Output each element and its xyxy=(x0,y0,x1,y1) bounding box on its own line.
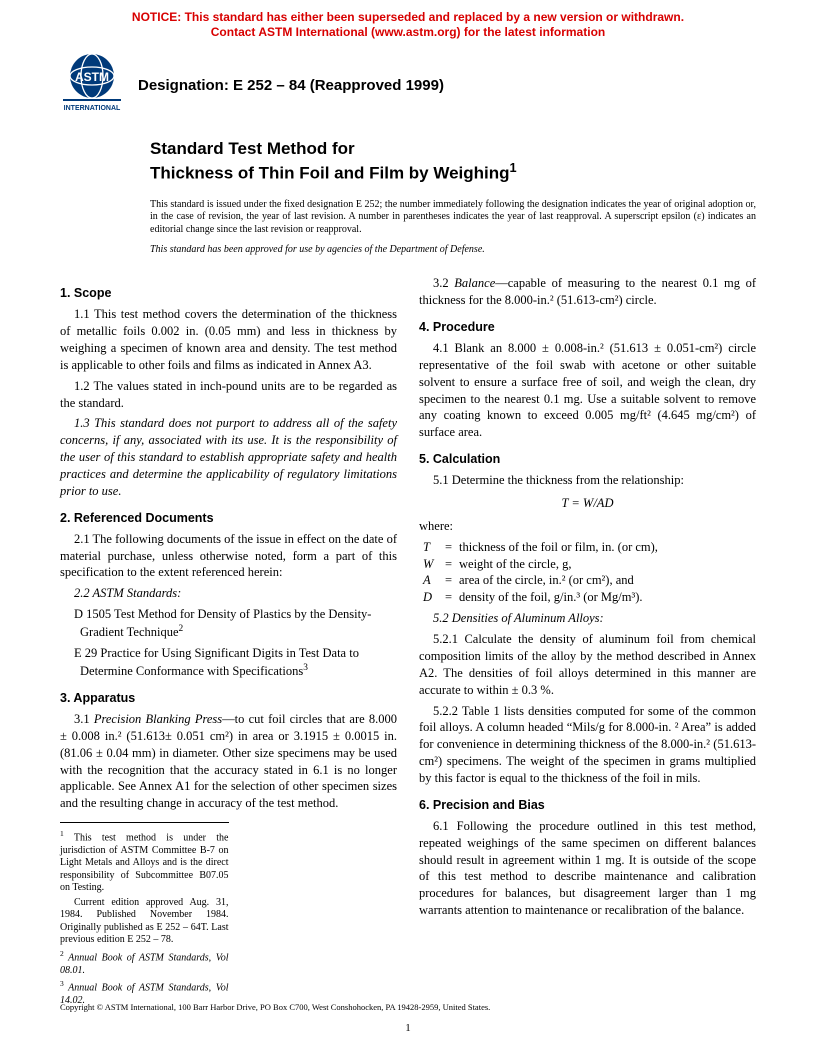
column-right: 3.2 Balance—capable of measuring to the … xyxy=(419,275,756,1009)
refdocs-2-2: 2.2 ASTM Standards: xyxy=(60,585,397,602)
body-columns: 1. Scope 1.1 This test method covers the… xyxy=(0,255,816,1009)
refdocs-2-1: 2.1 The following documents of the issue… xyxy=(60,531,397,582)
precision-heading: 6. Precision and Bias xyxy=(419,797,756,814)
d1505-fn: 2 xyxy=(179,624,184,634)
refdocs-heading: 2. Referenced Documents xyxy=(60,510,397,527)
title-block: Standard Test Method for Thickness of Th… xyxy=(0,114,816,185)
where-D-sym: D xyxy=(423,589,445,606)
calc-where-label: where: xyxy=(419,518,756,535)
refdocs-d1505: D 1505 Test Method for Density of Plasti… xyxy=(60,606,397,641)
where-D-txt: density of the foil, g/in.³ (or Mg/m³). xyxy=(459,589,756,606)
fn2-text: Annual Book of ASTM Standards, Vol 08.01… xyxy=(60,952,229,976)
where-T-sym: T xyxy=(423,539,445,556)
calc-equation: T = W/AD xyxy=(419,495,756,512)
apparatus-3-2: 3.2 Balance—capable of measuring to the … xyxy=(419,275,756,309)
astm-logo: ASTM INTERNATIONAL xyxy=(60,50,124,114)
calc-5-2-2: 5.2.2 Table 1 lists densities computed f… xyxy=(419,703,756,787)
title-footnote-ref: 1 xyxy=(510,160,517,175)
dod-approval-note: This standard has been approved for use … xyxy=(0,236,816,255)
procedure-heading: 4. Procedure xyxy=(419,319,756,336)
refdocs-e29: E 29 Practice for Using Significant Digi… xyxy=(60,645,397,680)
apparatus-3-1: 3.1 Precision Blanking Press—to cut foil… xyxy=(60,711,397,812)
footnote-2: 2 Annual Book of ASTM Standards, Vol 08.… xyxy=(60,949,229,977)
where-row-W: W=weight of the circle, g, xyxy=(419,556,756,573)
scope-1-2: 1.2 The values stated in inch-pound unit… xyxy=(60,378,397,412)
precision-6-1: 6.1 Following the procedure outlined in … xyxy=(419,818,756,919)
where-W-txt: weight of the circle, g, xyxy=(459,556,756,573)
e29-text: E 29 Practice for Using Significant Digi… xyxy=(74,646,359,678)
app-3-1-rest: —to cut foil circles that are 8.000 ± 0.… xyxy=(60,712,397,810)
footnote-1: 1 This test method is under the jurisdic… xyxy=(60,829,229,895)
title-line-1: Standard Test Method for xyxy=(150,138,756,160)
procedure-4-1: 4.1 Blank an 8.000 ± 0.008-in.² (51.613 … xyxy=(419,340,756,441)
notice-line-1: NOTICE: This standard has either been su… xyxy=(132,10,684,24)
svg-text:ASTM: ASTM xyxy=(75,70,109,84)
page-number: 1 xyxy=(0,1022,816,1034)
title-text: Thickness of Thin Foil and Film by Weigh… xyxy=(150,164,510,183)
footnotes-block: 1 This test method is under the jurisdic… xyxy=(60,822,229,1007)
where-A-txt: area of the circle, in.² (or cm²), and xyxy=(459,572,756,589)
column-left: 1. Scope 1.1 This test method covers the… xyxy=(60,275,397,1009)
notice-line-2: Contact ASTM International (www.astm.org… xyxy=(211,25,605,39)
where-D-eq: = xyxy=(445,589,459,606)
where-T-eq: = xyxy=(445,539,459,556)
calculation-heading: 5. Calculation xyxy=(419,451,756,468)
where-row-A: A=area of the circle, in.² (or cm²), and xyxy=(419,572,756,589)
where-A-sym: A xyxy=(423,572,445,589)
where-W-eq: = xyxy=(445,556,459,573)
app-3-2-term: Balance xyxy=(454,276,495,290)
apparatus-heading: 3. Apparatus xyxy=(60,690,397,707)
copyright-line: Copyright © ASTM International, 100 Barr… xyxy=(60,1002,756,1012)
d1505-text: D 1505 Test Method for Density of Plasti… xyxy=(74,607,371,639)
header: ASTM INTERNATIONAL Designation: E 252 – … xyxy=(0,46,816,114)
fn1-text: This test method is under the jurisdicti… xyxy=(60,832,229,893)
e29-fn: 3 xyxy=(303,663,308,673)
app-3-1-num: 3.1 xyxy=(74,712,94,726)
app-3-2-num: 3.2 xyxy=(433,276,454,290)
scope-heading: 1. Scope xyxy=(60,285,397,302)
where-row-D: D=density of the foil, g/in.³ (or Mg/m³)… xyxy=(419,589,756,606)
calc-5-1: 5.1 Determine the thickness from the rel… xyxy=(419,472,756,489)
where-W-sym: W xyxy=(423,556,445,573)
calc-5-2-1: 5.2.1 Calculate the density of aluminum … xyxy=(419,631,756,699)
issuance-paragraph: This standard is issued under the fixed … xyxy=(0,185,816,237)
svg-text:INTERNATIONAL: INTERNATIONAL xyxy=(64,105,121,112)
footnote-1b: Current edition approved Aug. 31, 1984. … xyxy=(60,897,229,947)
title-line-2: Thickness of Thin Foil and Film by Weigh… xyxy=(150,160,756,185)
where-row-T: T=thickness of the foil or film, in. (or… xyxy=(419,539,756,556)
calc-5-2: 5.2 Densities of Aluminum Alloys: xyxy=(419,610,756,627)
scope-1-1: 1.1 This test method covers the determin… xyxy=(60,306,397,374)
supersession-notice: NOTICE: This standard has either been su… xyxy=(0,0,816,46)
scope-1-3: 1.3 This standard does not purport to ad… xyxy=(60,415,397,499)
where-T-txt: thickness of the foil or film, in. (or c… xyxy=(459,539,756,556)
app-3-1-term: Precision Blanking Press xyxy=(94,712,222,726)
where-A-eq: = xyxy=(445,572,459,589)
designation: Designation: E 252 – 84 (Reapproved 1999… xyxy=(124,71,444,94)
